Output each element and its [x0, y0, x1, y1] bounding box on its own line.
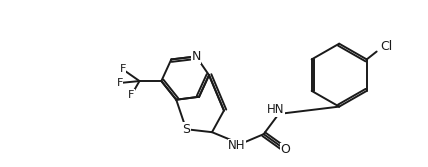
Text: HN: HN	[267, 103, 284, 116]
Text: Cl: Cl	[380, 40, 393, 53]
Text: F: F	[119, 64, 126, 74]
Text: N: N	[191, 50, 201, 63]
Text: NH: NH	[228, 139, 246, 152]
Text: S: S	[182, 123, 190, 136]
Text: O: O	[281, 143, 291, 156]
Text: F: F	[116, 78, 123, 88]
Text: F: F	[128, 90, 135, 100]
